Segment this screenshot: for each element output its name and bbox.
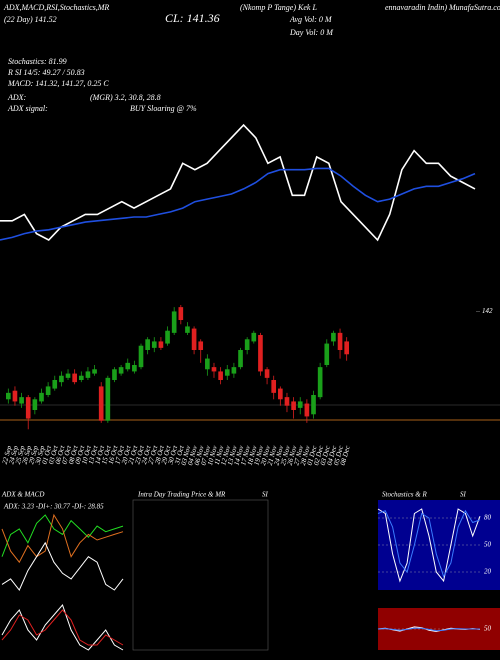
- candle-body: [151, 341, 157, 348]
- indicator-line: [1, 609, 124, 646]
- candle-body: [132, 365, 137, 372]
- adx-values: (MGR) 3.2, 30.8, 28.8: [90, 93, 161, 102]
- intraday-panel: [132, 499, 269, 651]
- candle-body: [65, 373, 71, 378]
- candle-body: [304, 403, 310, 417]
- candle-body: [311, 395, 316, 415]
- candle-body: [19, 397, 24, 404]
- candle-body: [291, 401, 296, 410]
- candle-body: [278, 388, 283, 400]
- adx-signal: BUY Sloaring @ 7%: [130, 104, 197, 113]
- candle-body: [191, 328, 197, 350]
- day-range: (22 Day) 141.52: [4, 15, 57, 24]
- candle-body: [52, 380, 58, 389]
- adx-signal-label: ADX signal:: [7, 104, 48, 113]
- candle-body: [118, 367, 124, 374]
- candle-body: [39, 392, 44, 402]
- candle-body: [198, 341, 204, 350]
- candle-body: [72, 373, 77, 383]
- y-tick-label: 142: [482, 307, 493, 315]
- stat: R SI 14/5: 49.27 / 50.83: [7, 68, 85, 77]
- candle-body: [218, 371, 223, 380]
- panel-subtitle: ADX: 3.23 -DI+: 30.77 -DI-: 28.85: [3, 503, 104, 511]
- candle-body: [238, 350, 243, 368]
- candle-body: [92, 369, 97, 374]
- candle-body: [231, 367, 237, 374]
- source: ennavaradin Indin) MunafaSutra.com: [385, 3, 500, 12]
- stat: MACD: 141.32, 141.27, 0.25 C: [7, 79, 109, 88]
- candle-body: [32, 399, 38, 410]
- candle-body: [112, 369, 117, 380]
- candle-body: [98, 386, 104, 421]
- candle-body: [251, 332, 257, 342]
- candle-body: [284, 397, 290, 406]
- candle-body: [85, 371, 91, 378]
- candle-body: [138, 345, 144, 368]
- candle-body: [337, 332, 343, 350]
- candle-body: [244, 339, 250, 350]
- candle-body: [271, 380, 277, 393]
- candle-body: [165, 330, 170, 344]
- candle-body: [258, 335, 263, 372]
- candle-body: [224, 369, 230, 376]
- candle-body: [5, 392, 11, 400]
- y-tick-label: 50: [484, 625, 492, 633]
- candle-body: [205, 358, 210, 370]
- candle-body: [25, 397, 31, 419]
- candle-body: [78, 375, 84, 380]
- candle-body: [264, 369, 270, 378]
- close: CL: 141.36: [165, 11, 220, 25]
- candle-body: [45, 386, 51, 395]
- panel-title: ADX & MACD: [1, 491, 44, 499]
- indicator-line: [0, 123, 476, 242]
- y-tick-label: 50: [484, 541, 492, 549]
- candle-body: [145, 339, 150, 350]
- day-vol: Day Vol: 0 M: [289, 28, 334, 37]
- adx-label: ADX:: [7, 93, 27, 102]
- company: (Nkomp P Tange) Kek L: [240, 3, 317, 12]
- candle-body: [331, 332, 336, 342]
- indicator-line: [377, 627, 480, 632]
- panel-title: SI: [460, 491, 467, 499]
- candle-body: [12, 390, 18, 402]
- candle-body: [297, 401, 303, 408]
- candle-body: [185, 326, 190, 333]
- candle-body: [105, 377, 111, 421]
- candle-body: [171, 311, 177, 333]
- stat: Stochastics: 81.99: [8, 57, 67, 66]
- candle-body: [344, 341, 350, 355]
- panel-title: Intra Day Trading Price & MR: [137, 491, 226, 499]
- avg-vol: Avg Vol: 0 M: [289, 15, 333, 24]
- panel-title: Stochastics & R: [382, 491, 427, 499]
- indicator-line: [0, 167, 476, 241]
- indicator-line: [1, 541, 124, 591]
- candle-body: [324, 343, 330, 365]
- panel-title: SI: [262, 491, 269, 499]
- header-title: ADX,MACD,RSI,Stochastics,MR: [3, 3, 109, 12]
- candle-body: [125, 362, 131, 370]
- candle-body: [211, 367, 217, 372]
- indicator-line: [377, 509, 481, 578]
- candle-body: [178, 307, 184, 320]
- candle-body: [59, 375, 64, 383]
- indicator-line: [377, 508, 481, 583]
- candle-body: [158, 341, 164, 348]
- y-tick-label: 20: [484, 568, 492, 576]
- indicator-line: [1, 513, 124, 564]
- y-tick-label: 80: [484, 514, 492, 522]
- indicator-line: [1, 514, 124, 557]
- candle-body: [317, 367, 323, 398]
